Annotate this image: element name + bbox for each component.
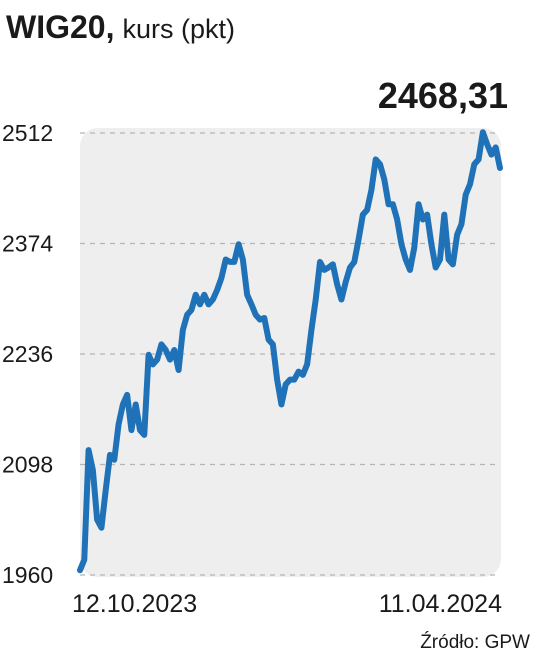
y-tick-label: 2512 <box>2 120 53 146</box>
plot-area <box>80 128 501 577</box>
y-tick-label: 2374 <box>2 231 53 257</box>
source: Źródło: GPW <box>420 632 530 653</box>
chart-title: WIG20, <box>6 9 114 45</box>
y-tick-label: 2098 <box>2 452 53 478</box>
last-value-annotation: 2468,31 <box>378 75 508 116</box>
y-tick-label: 2236 <box>2 341 53 367</box>
x-tick-label: 12.10.2023 <box>72 590 197 618</box>
x-tick-label: 11.04.2024 <box>379 590 502 618</box>
chart-subtitle: kurs (pkt) <box>122 14 235 44</box>
y-tick-label: 1960 <box>2 562 53 588</box>
line <box>77 129 503 574</box>
